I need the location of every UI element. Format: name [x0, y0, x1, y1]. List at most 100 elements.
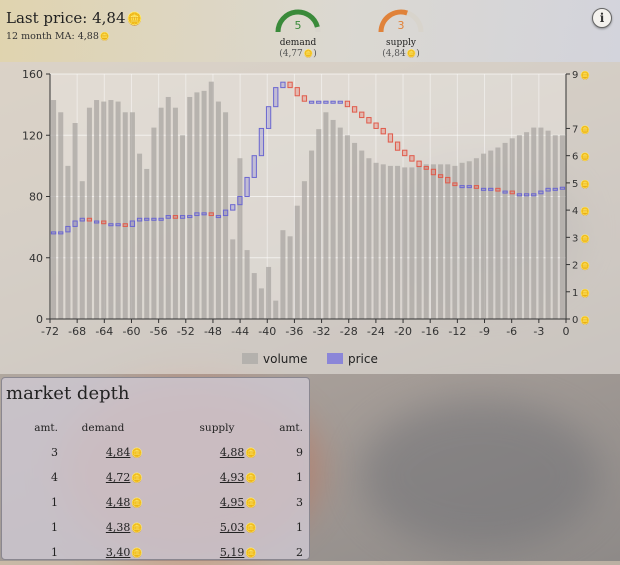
price-candle	[187, 215, 193, 219]
supply-price[interactable]: 4,95🪙	[219, 496, 257, 509]
y2-tick-label: 5	[572, 179, 578, 190]
demand-price[interactable]: 4,84🪙	[105, 446, 143, 459]
x-tick-label: -52	[177, 325, 195, 338]
volume-bar	[144, 168, 150, 319]
coin-icon: 🪙	[580, 233, 590, 243]
volume-bar	[495, 147, 501, 319]
price-candle	[380, 127, 386, 135]
x-tick-label: -64	[95, 325, 113, 338]
price-candle	[430, 168, 437, 176]
coin-icon: 🪙	[245, 498, 257, 509]
coin-icon: 🪙	[580, 288, 590, 298]
price-candle	[366, 117, 372, 124]
x-tick-label: -72	[41, 325, 59, 338]
price-candle	[230, 204, 236, 211]
supply-price[interactable]: 5,19🪙	[219, 546, 257, 559]
table-row: 4 4,72🪙 4,93🪙 1	[2, 465, 304, 490]
coin-icon: 🪙	[580, 179, 590, 189]
demand-gauge[interactable]: 5 demand (4,77🪙)	[268, 8, 328, 60]
price-candle	[265, 106, 272, 129]
x-tick-label: 0	[563, 325, 570, 338]
col-amt-supply: amt.	[279, 422, 303, 434]
x-tick-label: -68	[68, 325, 86, 338]
supply-count: 3	[398, 19, 405, 32]
coin-icon: 🪙	[245, 523, 257, 534]
supply-gauge[interactable]: 3 supply (4,84🪙)	[371, 8, 431, 60]
volume-bar	[58, 112, 64, 319]
volume-bar	[201, 90, 207, 319]
demand-price[interactable]: 4,72🪙	[105, 471, 143, 484]
volume-bar	[488, 150, 494, 319]
volume-bar	[208, 81, 214, 319]
price-candle	[559, 186, 566, 190]
coin-icon: 🪙	[99, 32, 110, 41]
price-candle	[323, 100, 329, 104]
price-candle	[445, 176, 451, 184]
volume-bar	[151, 127, 157, 319]
price-candle	[280, 81, 286, 89]
info-button[interactable]: i	[592, 8, 612, 28]
volume-bar	[373, 162, 379, 319]
price-candle	[251, 155, 257, 178]
y-tick-label: 0	[36, 313, 43, 326]
y-tick-label: 120	[22, 129, 43, 142]
x-tick-label: -36	[285, 325, 303, 338]
price-candle	[108, 223, 114, 227]
volume-bar	[94, 100, 100, 319]
price-candle	[344, 100, 351, 108]
volume-bar	[344, 135, 350, 319]
price-candle	[165, 215, 171, 219]
x-tick-label: -12	[448, 325, 466, 338]
supply-price[interactable]: 4,88🪙	[219, 446, 257, 459]
supply-amount: 9	[296, 446, 303, 459]
volume-bar	[79, 181, 85, 319]
price-candle	[480, 187, 487, 191]
y2-tick-label: 4	[572, 206, 578, 217]
volume-bar	[122, 112, 128, 319]
legend-price-swatch	[327, 353, 343, 364]
price-candle	[244, 176, 250, 198]
volume-bar	[509, 138, 515, 319]
supply-amount: 3	[296, 496, 303, 509]
price-candle	[416, 160, 422, 168]
volume-bar	[165, 96, 171, 319]
volume-bar	[423, 164, 429, 319]
volume-bar	[337, 127, 343, 319]
volume-bar	[172, 107, 178, 319]
x-tick-label: -28	[340, 325, 358, 338]
coin-icon: 🪙	[131, 548, 143, 559]
coin-icon: 🪙	[131, 448, 143, 459]
price-candle	[531, 193, 537, 197]
price-candle	[552, 187, 558, 191]
price-candle	[101, 220, 107, 225]
coin-icon: 🪙	[245, 448, 257, 459]
coin-icon: 🪙	[303, 49, 314, 58]
table-header-row: amt. demand supply amt.	[2, 416, 304, 440]
demand-price[interactable]: 3,40🪙	[105, 546, 143, 559]
coin-icon: 🪙	[580, 124, 590, 134]
volume-bar	[352, 142, 358, 319]
volume-bar	[287, 236, 293, 319]
x-tick-label: -56	[150, 325, 168, 338]
last-price: Last price: 4,84🪙	[6, 9, 143, 27]
y-tick-label: 80	[29, 191, 43, 204]
volume-bar	[51, 100, 57, 319]
supply-price[interactable]: 5,03🪙	[219, 521, 257, 534]
y2-tick-label: 3	[572, 233, 578, 244]
price-candle	[466, 185, 472, 189]
price-candle	[50, 231, 57, 235]
supply-price[interactable]: 4,93🪙	[219, 471, 257, 484]
y2-tick-label: 2	[572, 261, 578, 272]
volume-bar	[194, 92, 200, 320]
price-candle	[452, 182, 458, 187]
table-row: 1 3,40🪙 5,19🪙 2	[2, 540, 304, 565]
demand-price[interactable]: 4,48🪙	[105, 496, 143, 509]
price-candle	[151, 217, 157, 221]
y2-tick-label: 9	[572, 70, 578, 81]
demand-price[interactable]: 4,38🪙	[105, 521, 143, 534]
volume-bar	[258, 288, 264, 320]
legend-volume[interactable]: volume	[242, 352, 307, 366]
price-candle	[509, 190, 515, 195]
legend-price[interactable]: price	[327, 352, 378, 366]
price-candle	[122, 223, 128, 227]
